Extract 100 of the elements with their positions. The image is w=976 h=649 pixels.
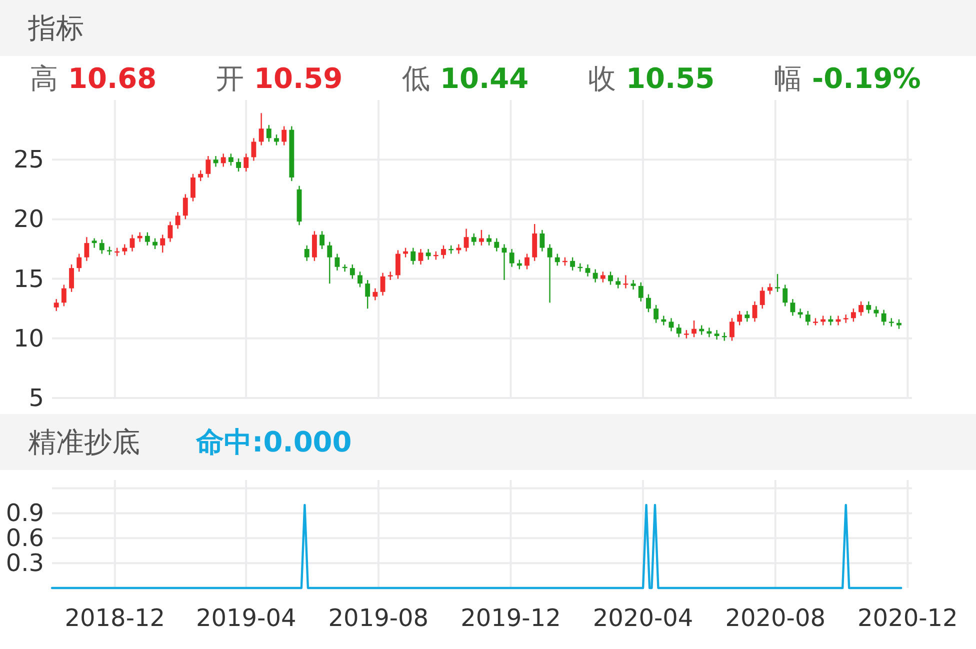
candlestick xyxy=(395,250,400,280)
candlestick xyxy=(866,300,872,314)
candlestick xyxy=(509,248,514,268)
candlestick xyxy=(608,271,613,286)
candlestick xyxy=(160,234,166,254)
candlestick xyxy=(706,327,712,338)
candlestick xyxy=(350,264,355,280)
y-tick-label: 10 xyxy=(13,324,44,352)
candlestick xyxy=(190,173,196,202)
x-tick-label: 2019-08 xyxy=(328,604,429,632)
candlestick xyxy=(175,211,180,230)
candlestick xyxy=(320,230,325,250)
candlestick xyxy=(122,244,128,256)
candlestick xyxy=(646,294,651,313)
candlestick xyxy=(372,288,378,301)
candlestick xyxy=(752,300,758,322)
candlestick xyxy=(137,232,142,242)
candlestick xyxy=(843,314,848,324)
candlestick xyxy=(630,279,636,290)
chart-title: 精准抄底 xyxy=(28,426,140,458)
candlestick xyxy=(668,318,674,332)
candlestick xyxy=(881,309,886,326)
candlestick xyxy=(236,158,241,172)
candlestick xyxy=(84,236,90,262)
candlestick xyxy=(782,284,788,307)
candlestick xyxy=(874,306,879,318)
candlestick xyxy=(251,138,256,162)
candlestick xyxy=(410,247,416,266)
candlestick xyxy=(858,300,864,316)
candlestick xyxy=(494,238,500,252)
candlestick xyxy=(61,284,66,307)
candlestick xyxy=(244,153,249,172)
candlestick xyxy=(592,268,598,283)
text: 开 10.59 xyxy=(216,62,343,94)
candlestick xyxy=(258,112,264,146)
candlestick xyxy=(334,253,340,272)
text: 幅 -0.19% xyxy=(774,62,921,94)
candlestick xyxy=(220,153,226,168)
candlestick xyxy=(532,223,538,262)
text: 收 10.55 xyxy=(588,62,715,94)
text: 命中:0.000 xyxy=(195,426,352,458)
candlestick xyxy=(266,124,272,142)
candlestick xyxy=(638,282,644,302)
candlestick xyxy=(714,329,720,340)
candlestick xyxy=(730,318,734,342)
candlestick xyxy=(775,273,780,293)
candlestick xyxy=(282,126,287,146)
x-tick-label: 2019-12 xyxy=(460,604,561,632)
candlestick xyxy=(206,155,211,178)
y-tick-label: 15 xyxy=(13,264,44,293)
candlestick xyxy=(744,310,750,322)
candlestick xyxy=(403,247,408,258)
candlestick xyxy=(540,229,545,252)
x-tick-label: 2020-08 xyxy=(725,604,826,632)
candlestick xyxy=(570,256,576,272)
candlestick xyxy=(152,238,158,250)
candlestick xyxy=(69,264,74,293)
candlestick xyxy=(304,244,310,262)
y-tick-label: 25 xyxy=(13,146,44,174)
candlestick xyxy=(358,271,362,288)
candlestick xyxy=(805,310,810,326)
candlestick xyxy=(676,323,682,338)
candlestick xyxy=(99,238,104,254)
text: 低 10.44 xyxy=(402,62,529,94)
candlestick xyxy=(327,241,332,284)
candlestick xyxy=(767,282,772,295)
candlestick xyxy=(418,248,424,266)
candlestick xyxy=(600,271,606,283)
candlestick xyxy=(182,194,188,220)
candlestick xyxy=(486,234,492,246)
candlestick xyxy=(585,264,590,278)
candlestick xyxy=(798,308,803,319)
candlestick xyxy=(365,279,370,310)
candlestick xyxy=(144,232,150,246)
chart-title: 指标 xyxy=(27,12,84,44)
candlestick xyxy=(654,304,659,324)
candlestick xyxy=(426,248,431,260)
candlestick xyxy=(168,220,173,242)
candlestick xyxy=(896,318,902,330)
candlestick xyxy=(464,228,469,252)
candlestick xyxy=(380,272,386,296)
y-tick-label: 5 xyxy=(28,384,44,412)
candlestick xyxy=(92,238,97,248)
candlestick xyxy=(547,244,552,304)
candlestick xyxy=(737,310,742,326)
candlestick xyxy=(478,229,484,246)
candlestick xyxy=(790,298,796,316)
candlestick xyxy=(130,234,135,252)
candlestick xyxy=(312,230,317,262)
candlestick xyxy=(76,253,82,272)
x-tick-label: 2020-04 xyxy=(592,604,694,632)
candlestick xyxy=(554,253,560,266)
candlestick xyxy=(471,232,476,246)
candlestick xyxy=(228,153,234,166)
candlestick xyxy=(692,320,696,338)
candlestick xyxy=(623,274,628,289)
candlestick xyxy=(198,170,204,182)
candlestick xyxy=(616,277,621,289)
candlestick xyxy=(274,134,279,146)
candlestick xyxy=(760,286,765,310)
